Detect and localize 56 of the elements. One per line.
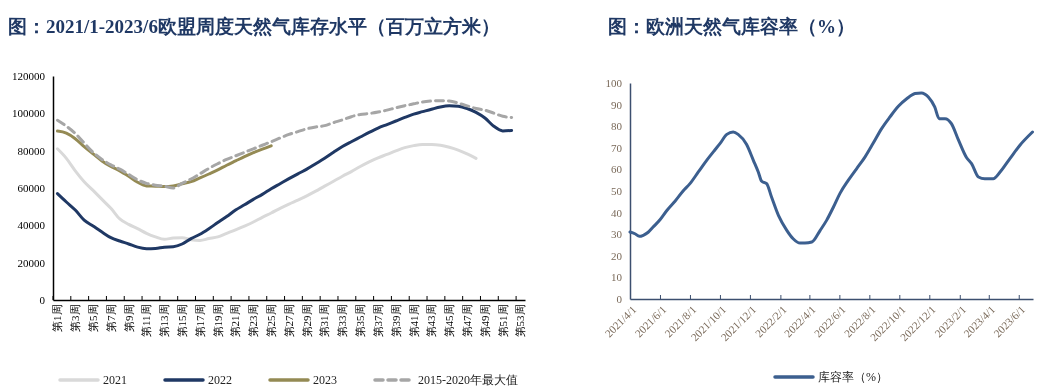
chart-title: 图：欧洲天然气库容率（%） [608, 16, 855, 37]
x-tick-label: 第5周 [86, 304, 99, 332]
x-tick-label: 第35周 [354, 304, 367, 338]
y-tick-label: 70 [611, 141, 623, 154]
line-series [55, 143, 478, 242]
legend-label: 2022 [208, 373, 232, 388]
line-series [628, 91, 1035, 245]
y-tick-label: 40000 [17, 219, 46, 232]
x-tick-label: 第17周 [193, 304, 206, 338]
x-tick-label: 第29周 [300, 304, 313, 338]
x-tick-label: 第19周 [211, 304, 224, 338]
y-tick-label: 60 [611, 163, 623, 176]
x-tick-label: 第25周 [265, 304, 278, 338]
legend-label: 2023 [313, 373, 337, 388]
y-tick-label: 20 [611, 249, 623, 262]
x-tick-label: 第7周 [104, 304, 117, 332]
x-tick-label: 第1周 [51, 304, 64, 332]
x-tick-label: 第47周 [460, 304, 473, 338]
y-tick-label: 40 [611, 206, 623, 219]
x-tick-label: 第11周 [140, 304, 153, 337]
legend-label: 2015-2020年最大值 [418, 373, 518, 388]
x-tick-label: 第23周 [247, 304, 260, 338]
line-series [55, 99, 514, 190]
y-tick-label: 60000 [17, 182, 46, 195]
x-tick-label: 第31周 [318, 304, 331, 338]
legend-label: 2021 [103, 373, 127, 388]
x-tick-label: 第53周 [514, 304, 527, 338]
line-series [55, 104, 514, 251]
x-tick-label: 第21周 [229, 304, 242, 338]
y-tick-label: 80000 [17, 144, 46, 157]
y-tick-label: 120000 [12, 70, 46, 83]
x-tick-label: 第33周 [336, 304, 349, 338]
legend-label: 库容率（%） [818, 370, 888, 385]
x-tick-label: 第39周 [389, 304, 402, 338]
x-tick-label: 第49周 [478, 304, 491, 338]
x-tick-label: 第15周 [175, 304, 188, 338]
x-tick-label: 第27周 [282, 304, 295, 338]
x-tick-label: 第41周 [407, 304, 420, 338]
y-tick-label: 50 [611, 185, 623, 198]
y-tick-label: 100 [605, 77, 623, 90]
x-tick-label: 第43周 [425, 304, 438, 338]
y-tick-label: 20000 [17, 256, 46, 269]
chart-title: 图：2021/1-2023/6欧盟周度天然气库存水平（百万立方米） [8, 16, 500, 37]
y-tick-label: 0 [39, 294, 46, 307]
x-tick-label: 第13周 [158, 304, 171, 338]
x-tick-label: 第3周 [69, 304, 82, 332]
y-tick-label: 80 [611, 120, 623, 133]
y-tick-label: 100000 [12, 107, 46, 120]
y-tick-label: 10 [611, 271, 623, 284]
x-tick-label: 第37周 [371, 304, 384, 338]
x-tick-label: 第9周 [122, 304, 135, 332]
x-tick-label: 第45周 [443, 304, 456, 338]
y-tick-label: 0 [616, 293, 623, 306]
y-tick-label: 90 [611, 98, 623, 111]
y-tick-label: 30 [611, 228, 623, 241]
x-tick-label: 第51周 [496, 304, 509, 338]
